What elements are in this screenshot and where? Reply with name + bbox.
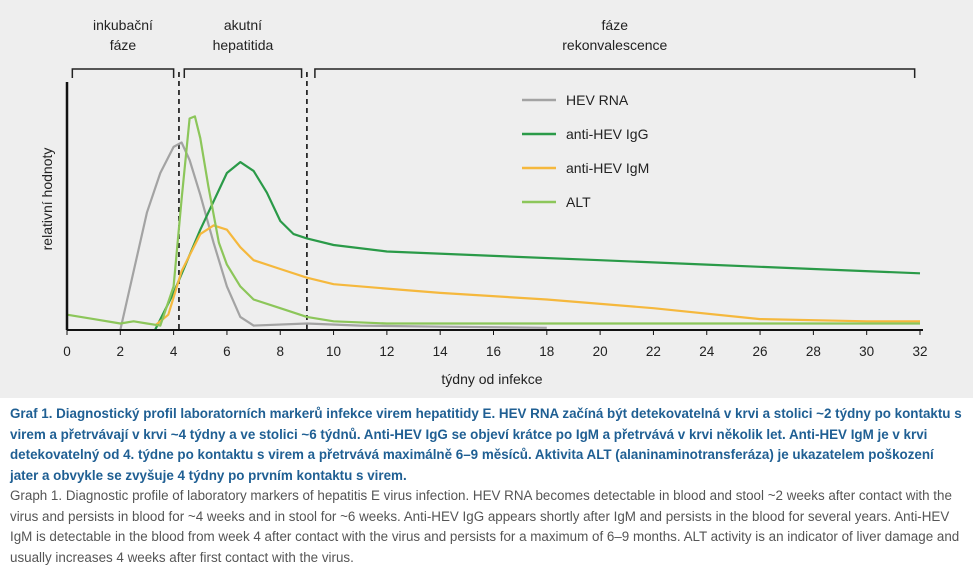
- x-tick-label-6: 6: [223, 344, 231, 359]
- phase-label-1-line-1: inkubační: [93, 17, 153, 33]
- phase-label-2-line-2: hepatitida: [213, 37, 274, 53]
- x-tick-label-28: 28: [806, 344, 821, 359]
- series-line-alt: [66, 115, 920, 327]
- x-tick-label-2: 2: [117, 344, 125, 359]
- x-tick-label-20: 20: [593, 344, 608, 359]
- legend-label-4: ALT: [566, 194, 591, 210]
- x-tick-label-8: 8: [276, 344, 284, 359]
- x-tick-label-12: 12: [379, 344, 394, 359]
- chart-panel: inkubační fáze akutní hepatitida fáze rekonva…: [0, 0, 973, 398]
- phase-bracket-1: [71, 68, 175, 78]
- legend-label-3: anti-HEV IgM: [566, 160, 649, 176]
- x-tick-label-30: 30: [859, 344, 874, 359]
- x-tick-label-26: 26: [753, 344, 768, 359]
- caption-english: Graph 1. Diagnostic profile of laborator…: [10, 488, 960, 565]
- x-tick-label-10: 10: [326, 344, 341, 359]
- x-tick-label-14: 14: [433, 344, 449, 359]
- x-tick-label-24: 24: [699, 344, 715, 359]
- x-tick-label-32: 32: [912, 344, 927, 359]
- phase-label-3-line-2: rekonvalescence: [562, 37, 667, 53]
- x-tick-label-4: 4: [170, 344, 178, 359]
- x-tick-label-18: 18: [539, 344, 554, 359]
- x-tick-label-22: 22: [646, 344, 661, 359]
- legend: HEV RNA anti-HEV IgG anti-HEV IgM ALT: [522, 92, 649, 210]
- x-tick-label-0: 0: [63, 344, 71, 359]
- y-axis-label: relativní hodnoty: [39, 148, 55, 251]
- legend-label-2: anti-HEV IgG: [566, 126, 648, 142]
- phase-label-3-line-1: fáze: [602, 17, 629, 33]
- chart: inkubační fáze akutní hepatitida fáze rekonva…: [39, 17, 928, 387]
- phase-label-2-line-1: akutní: [224, 17, 262, 33]
- legend-label-1: HEV RNA: [566, 92, 629, 108]
- series-line-hev-rna: [119, 141, 547, 331]
- series-line-anti-hev-igm: [154, 224, 920, 327]
- phase-layer: inkubační fáze akutní hepatitida fáze rekonva…: [71, 17, 916, 330]
- phase-bracket-3: [314, 68, 916, 78]
- x-axis-label: týdny od infekce: [441, 371, 542, 387]
- figure-caption: Graf 1. Diagnostický profil laboratorníc…: [10, 404, 965, 568]
- x-tick-label-16: 16: [486, 344, 501, 359]
- phase-bracket-2: [183, 68, 303, 78]
- series-line-anti-hev-igg: [154, 161, 921, 331]
- phase-label-1-line-2: fáze: [110, 37, 137, 53]
- series-layer: [66, 115, 921, 331]
- caption-czech: Graf 1. Diagnostický profil laboratorníc…: [10, 406, 962, 483]
